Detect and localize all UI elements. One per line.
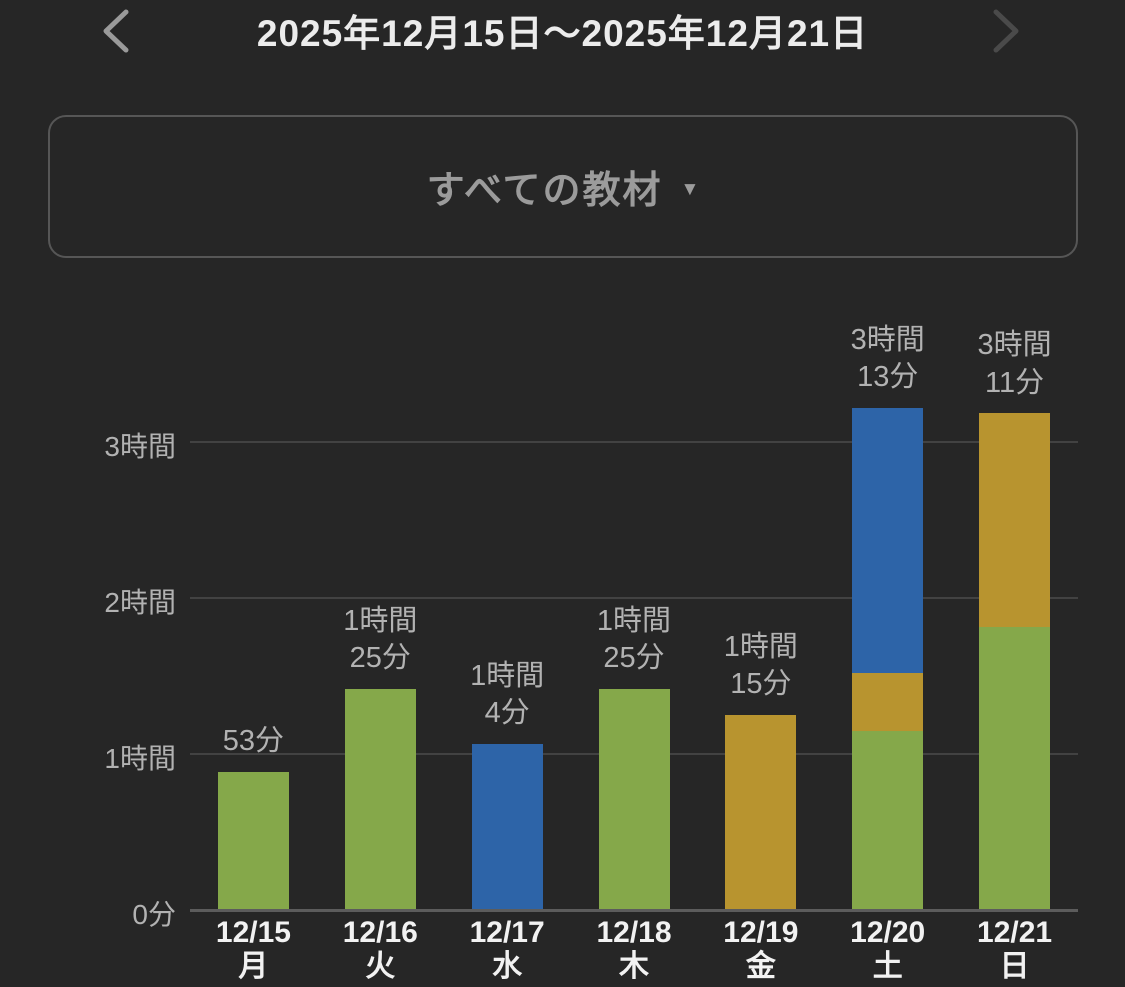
x-axis-weekday: 月 [238,950,269,984]
bar-12-18 [598,689,670,910]
bar-segment-green [217,772,289,910]
x-axis-date: 12/19 [723,916,799,949]
x-axis-weekday: 土 [872,950,903,984]
bar-segment-green [852,730,924,910]
y-tick-label: 0分 [132,899,176,930]
bar-segment-blue [852,408,924,674]
x-axis-date: 12/16 [342,916,418,949]
material-filter-label: すべての教材 [426,170,663,212]
bar-value-label: 3時間 13分 [850,323,925,394]
bar-segment-green [598,689,670,910]
chevron-left-icon [103,9,129,53]
bar-12-20 [852,408,924,910]
next-week-button[interactable] [977,0,1037,62]
x-axis-label: 12/17 水 [470,916,545,984]
bar-value-label: 1時間 15分 [723,630,798,700]
x-axis-baseline [190,909,1078,912]
material-filter-dropdown[interactable]: すべての教材 ▼ [48,115,1078,258]
chevron-down-icon: ▼ [680,178,700,200]
x-axis-date: 12/21 [977,916,1053,949]
x-axis-weekday: 日 [999,950,1030,984]
x-axis-date: 12/18 [596,916,672,949]
bar-segment-green [979,626,1051,910]
x-axis-label: 12/15 月 [216,916,291,984]
bar-12-21 [979,413,1051,910]
x-axis-weekday: 水 [492,950,523,984]
bar-segment-green [344,689,416,910]
x-axis-date: 12/15 [215,916,291,949]
gridline-120min [190,597,1078,599]
y-tick-label: 3時間 [104,431,176,462]
x-axis-date: 12/20 [850,916,926,949]
y-tick-label: 2時間 [104,587,176,618]
x-axis-weekday: 木 [618,950,649,984]
x-axis-date: 12/17 [469,916,545,949]
bar-segment-gold [979,413,1051,627]
date-range-title: 2025年12月15日～2025年12月21日 [256,13,869,54]
x-axis-label: 12/18 木 [596,916,671,984]
x-axis-weekday: 火 [365,950,396,984]
bar-segment-gold [852,673,924,731]
bar-12-15 [217,772,289,910]
bar-value-label: 53分 [222,725,285,758]
gridline-180min [190,441,1078,443]
chevron-right-icon [993,9,1019,53]
bar-value-label: 1時間 25分 [343,604,418,674]
bar-value-label: 1時間 4分 [470,659,545,729]
bar-segment-gold [725,715,797,910]
prev-week-button[interactable] [85,0,145,62]
bar-segment-blue [471,743,543,910]
x-axis-label: 12/19 金 [723,916,798,984]
bar-12-16 [344,689,416,910]
bar-value-label: 3時間 11分 [977,329,1052,399]
x-axis-label: 12/20 土 [850,916,925,984]
x-axis-label: 12/16 火 [343,916,418,984]
bar-12-17 [471,743,543,910]
x-axis-weekday: 金 [745,950,776,984]
bar-12-19 [725,715,797,910]
x-axis-label: 12/21 日 [977,916,1052,984]
bar-value-label: 1時間 25分 [596,604,672,674]
y-tick-label: 1時間 [104,743,176,774]
